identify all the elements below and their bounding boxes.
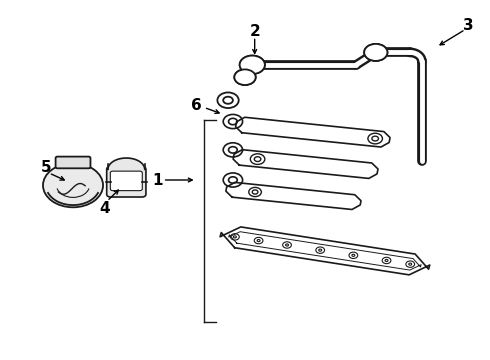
- Circle shape: [364, 44, 388, 61]
- Polygon shape: [236, 117, 390, 147]
- Polygon shape: [226, 183, 361, 210]
- Text: 1: 1: [152, 172, 163, 188]
- Polygon shape: [233, 150, 378, 179]
- Text: 5: 5: [41, 160, 51, 175]
- Text: 2: 2: [249, 24, 260, 39]
- Text: 3: 3: [463, 18, 473, 33]
- Circle shape: [43, 163, 103, 207]
- FancyBboxPatch shape: [107, 167, 146, 197]
- Circle shape: [234, 69, 256, 85]
- Polygon shape: [108, 158, 145, 169]
- Text: 4: 4: [99, 201, 110, 216]
- Polygon shape: [220, 227, 430, 275]
- Circle shape: [240, 55, 265, 74]
- FancyBboxPatch shape: [55, 157, 91, 168]
- FancyBboxPatch shape: [110, 171, 142, 191]
- Text: 6: 6: [191, 98, 202, 113]
